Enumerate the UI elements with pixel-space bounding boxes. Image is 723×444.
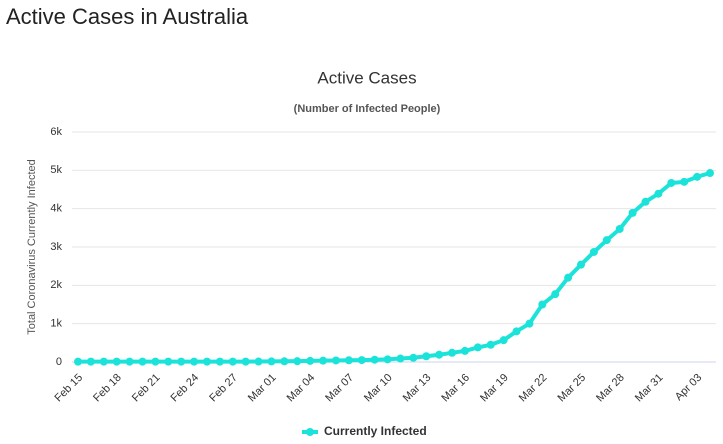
point [538, 300, 547, 309]
x-tick-label: Mar 25 [555, 372, 588, 405]
point [680, 177, 689, 186]
point [267, 357, 276, 366]
x-tick-label: Feb 18 [91, 372, 124, 405]
point [706, 169, 714, 178]
y-tick-label: 0 [56, 356, 62, 368]
x-tick-label: Mar 01 [246, 372, 279, 405]
point [370, 355, 379, 364]
chart-subtitle: (Number of Infected People) [294, 103, 441, 115]
legend-label: Currently Infected [324, 424, 427, 438]
y-axis-label: Total Coronavirus Currently Infected [26, 159, 38, 334]
x-tick-label: Mar 04 [285, 372, 318, 405]
point [190, 357, 199, 366]
point [280, 357, 289, 366]
y-tick-label: 4k [50, 203, 62, 215]
point [99, 357, 108, 366]
point [177, 357, 186, 366]
y-tick-label: 3k [50, 241, 62, 253]
x-tick-label: Feb 27 [207, 372, 240, 405]
x-tick-label: Apr 03 [673, 372, 704, 403]
point [125, 357, 134, 366]
point [396, 354, 405, 363]
point [254, 357, 263, 366]
y-tick-label: 6k [50, 126, 62, 138]
point [551, 290, 560, 299]
point [512, 327, 521, 336]
point [473, 343, 482, 352]
point [331, 356, 340, 365]
point [654, 189, 663, 198]
point [589, 247, 598, 256]
page-title: Active Cases in Australia [6, 4, 249, 29]
x-tick-label: Mar 10 [362, 372, 395, 405]
point [615, 224, 624, 233]
point [319, 356, 328, 365]
point [138, 357, 147, 366]
x-tick-label: Mar 28 [594, 372, 627, 405]
x-tick-label: Feb 21 [130, 372, 163, 405]
point [564, 273, 573, 282]
x-tick-label: Feb 15 [52, 372, 85, 405]
point [460, 346, 469, 355]
point [628, 208, 637, 217]
point [344, 356, 353, 365]
point [435, 350, 444, 359]
point [86, 357, 95, 366]
x-tick-label: Mar 31 [633, 372, 666, 405]
point [215, 357, 224, 366]
point [693, 172, 702, 181]
point [202, 357, 211, 366]
point [448, 348, 457, 357]
legend-marker [306, 428, 314, 436]
point [306, 356, 315, 365]
point [486, 340, 495, 349]
point [499, 336, 508, 345]
point [228, 357, 237, 366]
point [241, 357, 250, 366]
point [383, 355, 392, 364]
chart-title: Active Cases [317, 68, 416, 87]
point [641, 197, 650, 206]
point [151, 357, 160, 366]
x-tick-label: Feb 24 [169, 372, 202, 405]
y-tick-label: 2k [50, 279, 62, 291]
x-tick-label: Mar 13 [401, 372, 434, 405]
point [112, 357, 121, 366]
x-tick-label: Mar 19 [478, 372, 511, 405]
point [357, 356, 366, 365]
point [422, 352, 431, 361]
point [409, 353, 418, 362]
x-tick-label: Mar 07 [323, 372, 356, 405]
y-tick-label: 1k [50, 318, 62, 330]
point [74, 357, 82, 366]
point [602, 236, 611, 245]
point [164, 357, 173, 366]
point [293, 357, 302, 366]
point [577, 260, 586, 269]
point [667, 178, 676, 187]
line [78, 171, 711, 364]
point [525, 319, 534, 328]
x-tick-label: Mar 16 [439, 372, 472, 405]
y-tick-label: 5k [50, 164, 62, 176]
x-tick-label: Mar 22 [517, 372, 550, 405]
